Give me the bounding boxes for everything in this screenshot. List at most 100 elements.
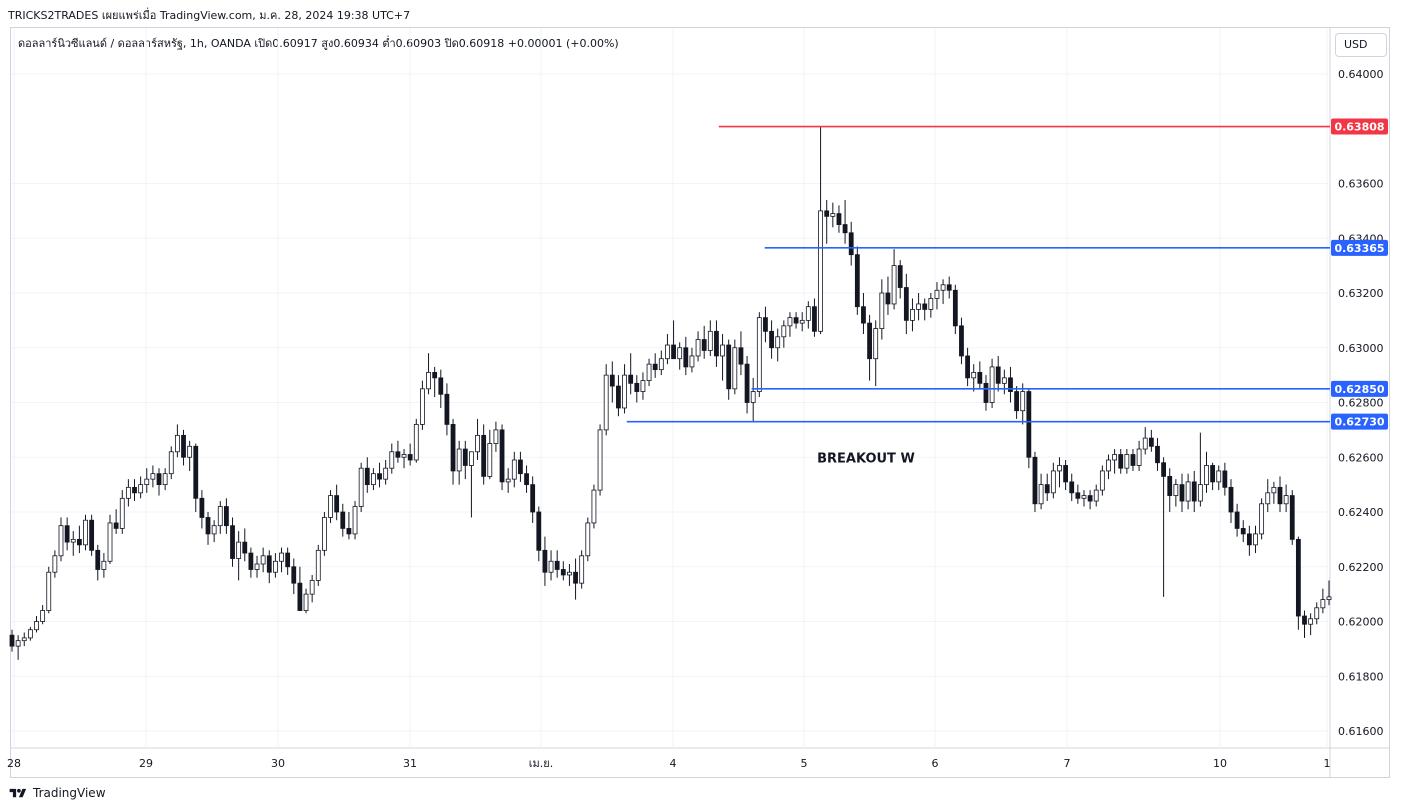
candle-body bbox=[291, 566, 297, 584]
candle bbox=[46, 566, 52, 614]
candle-body bbox=[27, 629, 33, 639]
candle bbox=[260, 547, 266, 573]
candle bbox=[1283, 484, 1289, 512]
candle bbox=[842, 199, 848, 244]
candle bbox=[885, 276, 891, 315]
candle bbox=[58, 517, 64, 562]
candle-body bbox=[260, 555, 266, 565]
candle bbox=[89, 514, 95, 556]
candle bbox=[9, 629, 15, 652]
candle bbox=[1075, 484, 1081, 504]
candle bbox=[1032, 451, 1038, 512]
candle-body bbox=[579, 555, 585, 584]
candle-body bbox=[475, 434, 480, 453]
candle-body bbox=[1246, 533, 1252, 546]
x-tick-label: 10 bbox=[1213, 757, 1227, 770]
candle-body bbox=[156, 473, 162, 486]
candle-body bbox=[1302, 615, 1307, 625]
candle-body bbox=[46, 571, 52, 611]
candle-body bbox=[652, 363, 658, 371]
level-price-label: 0.63808 bbox=[1334, 121, 1384, 134]
candle bbox=[916, 293, 921, 321]
candle-body bbox=[854, 254, 860, 308]
chart-frame bbox=[10, 27, 1390, 778]
candle bbox=[793, 312, 799, 329]
x-tick-label: 30 bbox=[271, 757, 285, 770]
candle bbox=[150, 465, 156, 488]
candle bbox=[1289, 490, 1295, 545]
candle-body bbox=[714, 330, 719, 357]
candle bbox=[1020, 383, 1026, 425]
candle-body bbox=[401, 454, 407, 458]
candle bbox=[554, 550, 560, 578]
annotations: BREAKOUT W bbox=[817, 451, 915, 466]
candle bbox=[616, 375, 621, 417]
candle bbox=[848, 221, 854, 266]
candle-body bbox=[364, 467, 370, 486]
level-price-label: 0.62850 bbox=[1334, 383, 1384, 396]
candle-body bbox=[64, 525, 70, 543]
candle bbox=[1240, 520, 1246, 543]
candle-body bbox=[450, 423, 456, 472]
candle-body bbox=[346, 528, 352, 535]
candle bbox=[665, 334, 670, 365]
candle-body bbox=[934, 289, 940, 299]
candle bbox=[548, 550, 554, 581]
candle bbox=[1118, 449, 1124, 474]
candle bbox=[573, 558, 578, 600]
candle-body bbox=[217, 506, 223, 527]
candle bbox=[1093, 484, 1099, 507]
candle bbox=[334, 484, 340, 521]
candle bbox=[946, 276, 952, 299]
candle-body bbox=[119, 497, 125, 529]
candle-body bbox=[824, 210, 830, 217]
candle-body bbox=[1057, 465, 1062, 472]
candle-body bbox=[1038, 484, 1044, 505]
candle bbox=[1087, 490, 1093, 510]
candle-body bbox=[1295, 538, 1301, 617]
candle bbox=[989, 358, 995, 408]
candle-body bbox=[977, 371, 983, 384]
candle bbox=[1063, 459, 1068, 491]
candle bbox=[358, 462, 364, 512]
candle-body bbox=[573, 571, 578, 584]
candle-body bbox=[1185, 481, 1191, 502]
candle-body bbox=[812, 306, 817, 332]
candle bbox=[965, 347, 970, 387]
candle bbox=[677, 342, 683, 370]
candle-body bbox=[340, 511, 346, 529]
currency-button[interactable]: USD bbox=[1335, 33, 1387, 57]
candle-body bbox=[983, 382, 989, 403]
candle bbox=[21, 632, 27, 647]
candle bbox=[805, 301, 811, 329]
candle-body bbox=[144, 478, 150, 486]
candle-body bbox=[1240, 528, 1246, 535]
candle bbox=[707, 320, 713, 356]
candles bbox=[9, 126, 1332, 660]
candle bbox=[1191, 470, 1197, 512]
candle-body bbox=[683, 347, 689, 368]
candle-body bbox=[242, 541, 248, 554]
x-tick-label: 4 bbox=[670, 757, 677, 770]
candle bbox=[1234, 503, 1240, 537]
candle-body bbox=[236, 541, 242, 559]
candle-body bbox=[1320, 599, 1326, 609]
y-tick-label: 0.62800 bbox=[1338, 397, 1384, 410]
candle-body bbox=[438, 377, 444, 395]
candle bbox=[193, 443, 199, 512]
candle-body bbox=[395, 451, 401, 458]
candle-body bbox=[481, 434, 487, 477]
x-tick-label: 6 bbox=[932, 757, 939, 770]
candle bbox=[395, 440, 401, 463]
candle bbox=[438, 369, 444, 408]
y-tick-label: 0.64000 bbox=[1338, 68, 1384, 81]
candle-body bbox=[1289, 495, 1295, 540]
candle bbox=[1185, 473, 1191, 510]
candle-body bbox=[9, 634, 15, 647]
candle bbox=[34, 616, 39, 633]
candle bbox=[799, 312, 805, 332]
candle bbox=[230, 517, 235, 567]
candle bbox=[971, 364, 977, 392]
candle-body bbox=[297, 582, 303, 611]
